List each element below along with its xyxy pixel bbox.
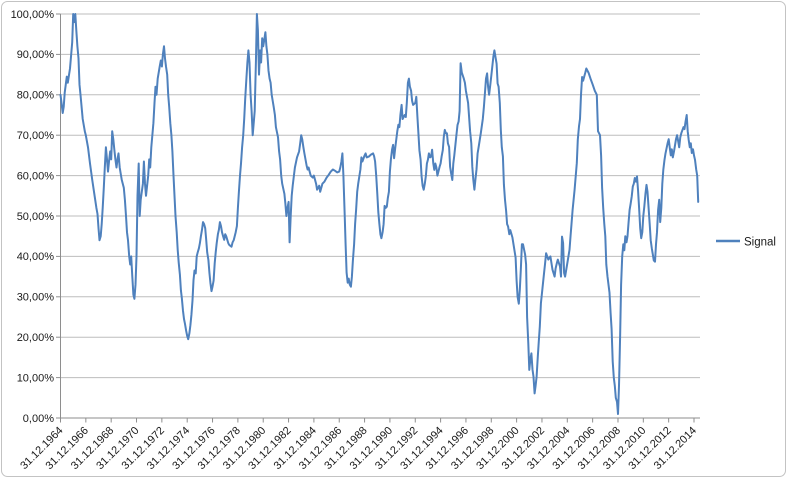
legend-label: Signal [744,237,776,249]
series-line-signal [59,13,700,415]
y-tick-label: 10,00% [17,372,55,384]
y-tick-label: 20,00% [17,332,55,344]
y-tick-label: 70,00% [17,130,55,142]
chart-frame [1,1,786,477]
y-tick-label: 30,00% [17,292,55,304]
y-tick-label: 60,00% [17,170,55,182]
y-tick-label: 0,00% [23,413,54,425]
y-tick-label: 50,00% [17,211,55,223]
y-tick-label: 90,00% [17,49,55,61]
y-tick-label: 40,00% [17,251,55,263]
y-tick-label: 100,00% [11,9,55,21]
y-tick-label: 80,00% [17,90,55,102]
